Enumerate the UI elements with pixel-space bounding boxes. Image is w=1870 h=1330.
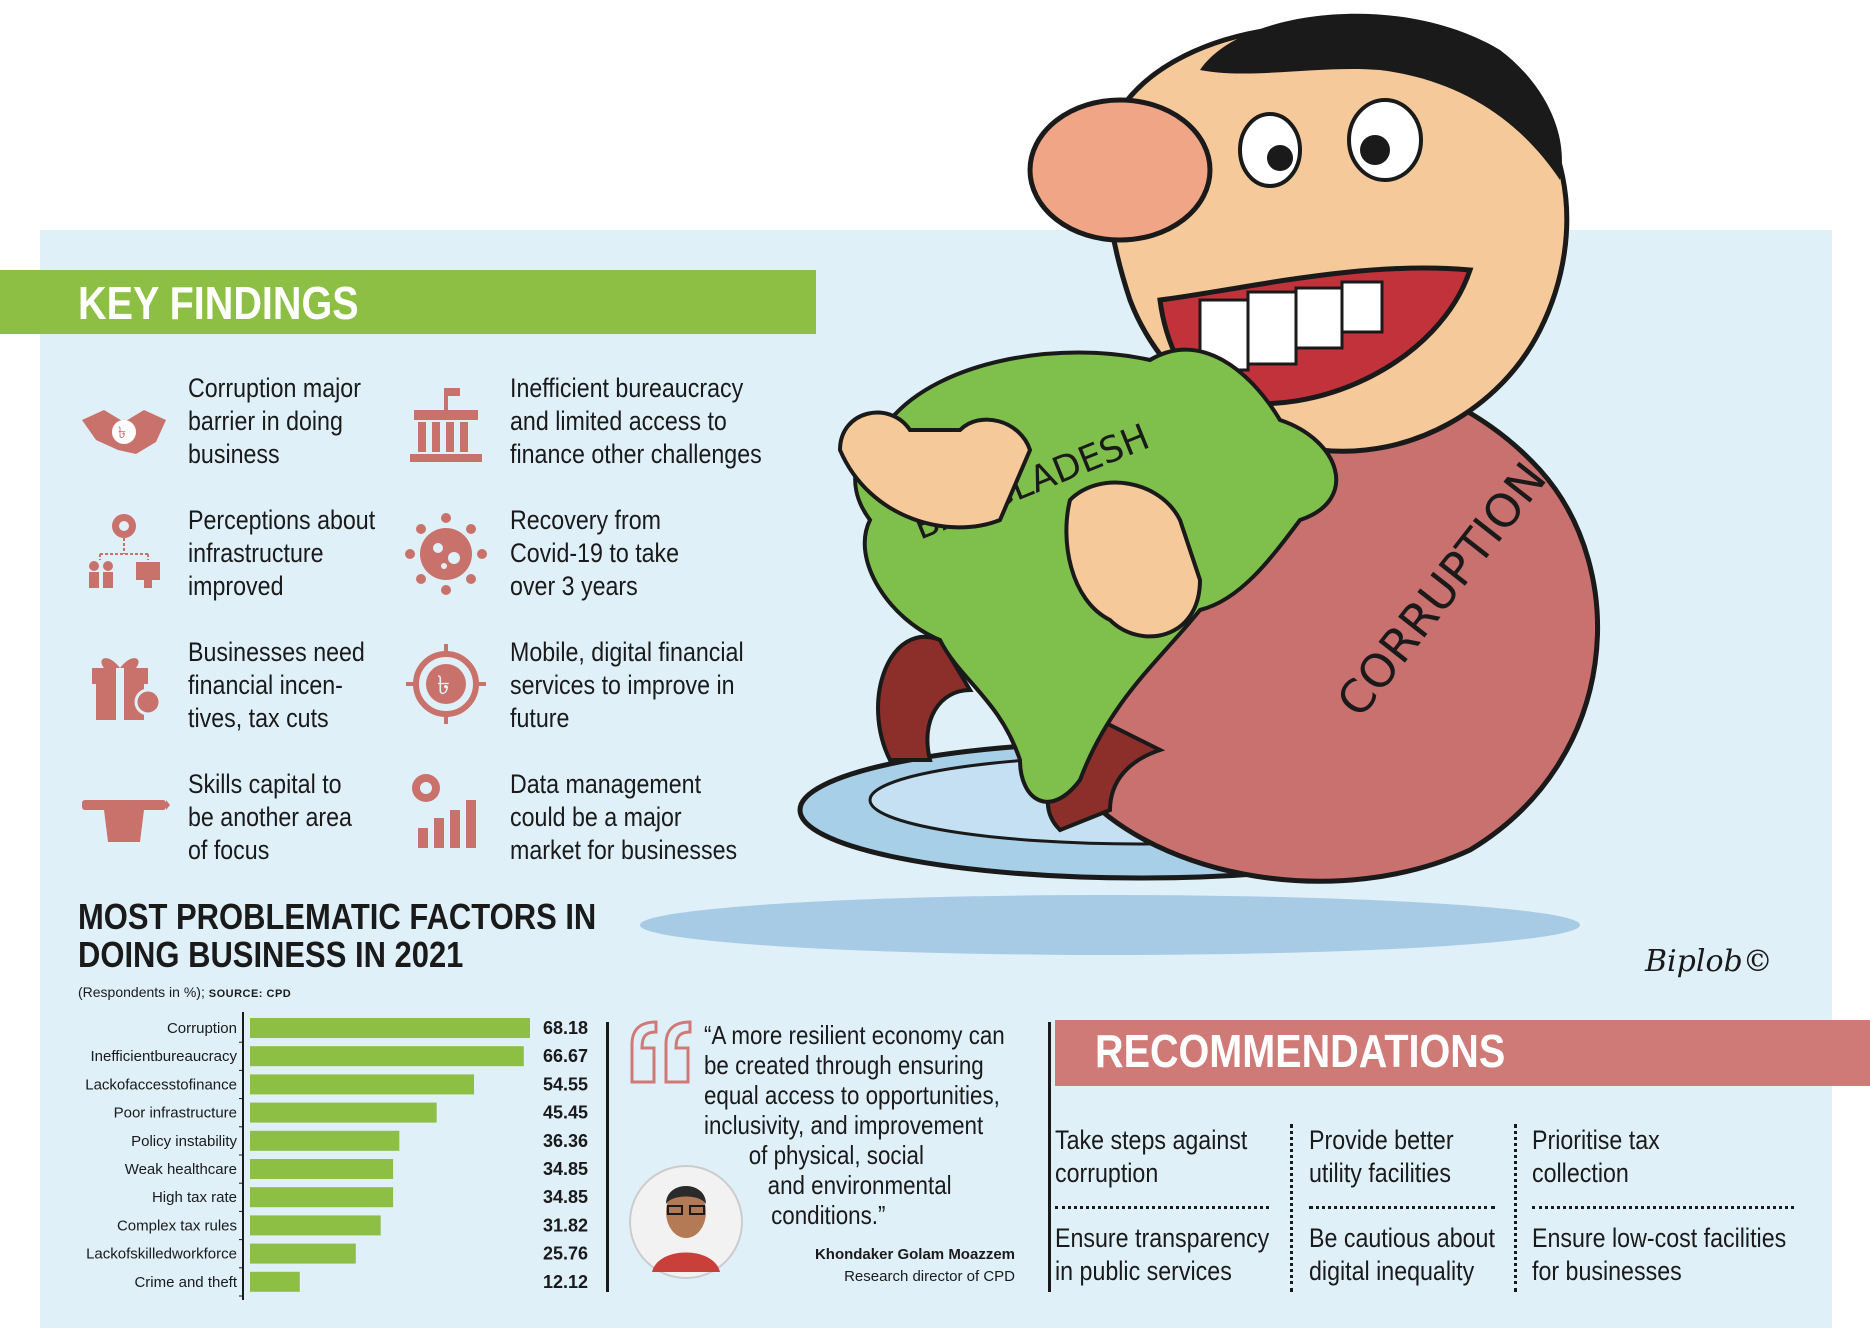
finding-bureaucracy: Inefficient bureaucracy and limited acces… bbox=[510, 373, 762, 469]
value-label: 68.18 bbox=[543, 1018, 588, 1038]
category-label: Crime and theft bbox=[134, 1274, 237, 1291]
value-label: 31.82 bbox=[543, 1215, 588, 1235]
recommendation-item: Ensure transparency in public services bbox=[1055, 1223, 1270, 1286]
svg-text:৳: ৳ bbox=[437, 671, 450, 701]
bar bbox=[250, 1074, 475, 1095]
category-label: Weak healthcare bbox=[125, 1161, 237, 1178]
bar bbox=[250, 1271, 300, 1292]
gift-discount-icon bbox=[92, 658, 162, 720]
category-label: Complex tax rules bbox=[117, 1217, 237, 1234]
finding-digital-finance: Mobile, digital financial services to imp… bbox=[510, 637, 744, 733]
finding-incentives: Businesses need financial incen-tives, ta… bbox=[188, 637, 365, 733]
key-findings-title: KEY FINDINGS bbox=[78, 277, 359, 329]
bar bbox=[250, 1187, 394, 1208]
corruption-cartoon: BANGLADESH CORRUPTION bbox=[640, 13, 1600, 955]
value-label: 25.76 bbox=[543, 1244, 588, 1264]
finding-covid: Recovery from Covid-19 to take over 3 year… bbox=[510, 505, 680, 601]
artist-signature: Biplob© bbox=[1645, 944, 1773, 979]
bar bbox=[250, 1046, 524, 1067]
category-label: Policy instability bbox=[131, 1133, 237, 1150]
bar bbox=[250, 1243, 356, 1264]
taka-chip-icon: ৳ bbox=[406, 644, 486, 724]
bar bbox=[250, 1130, 400, 1151]
dotted-divider bbox=[1532, 1206, 1794, 1209]
finding-corruption: Corruption major barrier in doing business bbox=[188, 373, 361, 469]
speaker-portrait bbox=[629, 1165, 743, 1279]
hair bbox=[1200, 13, 1562, 181]
dotted-divider bbox=[1514, 1124, 1517, 1292]
recommendation-item: Provide better utility facilities bbox=[1309, 1125, 1454, 1188]
recommendation-item: Take steps against corruption bbox=[1055, 1125, 1248, 1188]
quote-text: “A more resilient economy can be created… bbox=[704, 1020, 1005, 1230]
svg-text:৳: ৳ bbox=[118, 423, 126, 442]
value-label: 12.12 bbox=[543, 1272, 588, 1292]
recommendation-item: Ensure low-cost facilities for businesses bbox=[1532, 1223, 1787, 1286]
chart-subtitle: (Respondents in %); SOURCE: CPD bbox=[78, 984, 292, 1000]
government-building-icon bbox=[410, 388, 482, 462]
recommendations-band bbox=[1055, 1020, 1870, 1086]
category-label: Lackofaccesstofinance bbox=[85, 1076, 237, 1093]
nose bbox=[1027, 97, 1213, 243]
bar bbox=[250, 1159, 394, 1179]
recommendation-item: Prioritise tax collection bbox=[1532, 1125, 1660, 1188]
value-label: 54.55 bbox=[543, 1074, 588, 1094]
value-label: 66.67 bbox=[543, 1046, 588, 1066]
value-label: 34.85 bbox=[543, 1159, 588, 1179]
divider bbox=[1048, 1022, 1051, 1292]
quote-mark-icon bbox=[630, 1020, 692, 1084]
dotted-divider bbox=[1055, 1206, 1269, 1209]
category-label: Inefficientbureaucracy bbox=[91, 1048, 238, 1065]
category-label: Poor infrastructure bbox=[114, 1105, 237, 1122]
recommendation-item: Be cautious about digital inequality bbox=[1309, 1223, 1495, 1286]
bar-chart: Corruption 68.18 Inefficientbureaucracy 66.… bbox=[85, 1012, 588, 1300]
finding-infrastructure: Perceptions about infrastructure improved bbox=[188, 505, 376, 601]
virus-icon bbox=[405, 513, 487, 595]
category-label: Lackofskilledworkforce bbox=[86, 1246, 237, 1263]
bar bbox=[250, 1102, 437, 1123]
speaker-role: Research director of CPD bbox=[844, 1268, 1015, 1285]
dotted-divider bbox=[1309, 1206, 1495, 1209]
chart-title: MOST PROBLEMATIC FACTORS IN DOING BUSINES… bbox=[78, 896, 597, 975]
recommendations-title: RECOMMENDATIONS bbox=[1095, 1025, 1506, 1077]
hand-pen-icon bbox=[82, 800, 170, 842]
value-label: 34.85 bbox=[543, 1187, 588, 1207]
infrastructure-network-icon bbox=[89, 514, 160, 588]
category-label: High tax rate bbox=[152, 1189, 237, 1206]
value-label: 45.45 bbox=[543, 1103, 588, 1123]
bar bbox=[250, 1018, 530, 1038]
key-findings-band bbox=[0, 270, 816, 334]
value-label: 36.36 bbox=[543, 1131, 588, 1151]
handshake-icon: ৳ bbox=[82, 410, 166, 454]
water-puddle bbox=[640, 895, 1580, 955]
finding-data-management: Data management could be a major market fo… bbox=[510, 769, 738, 865]
finding-skills: Skills capital to be another area of focus bbox=[188, 769, 352, 865]
speaker-name: Khondaker Golam Moazzem bbox=[814, 1246, 1015, 1263]
divider bbox=[606, 1022, 609, 1292]
bar bbox=[250, 1215, 381, 1236]
gear-bar-chart-icon bbox=[412, 774, 476, 848]
dotted-divider bbox=[1290, 1124, 1293, 1292]
category-label: Corruption bbox=[167, 1020, 237, 1037]
